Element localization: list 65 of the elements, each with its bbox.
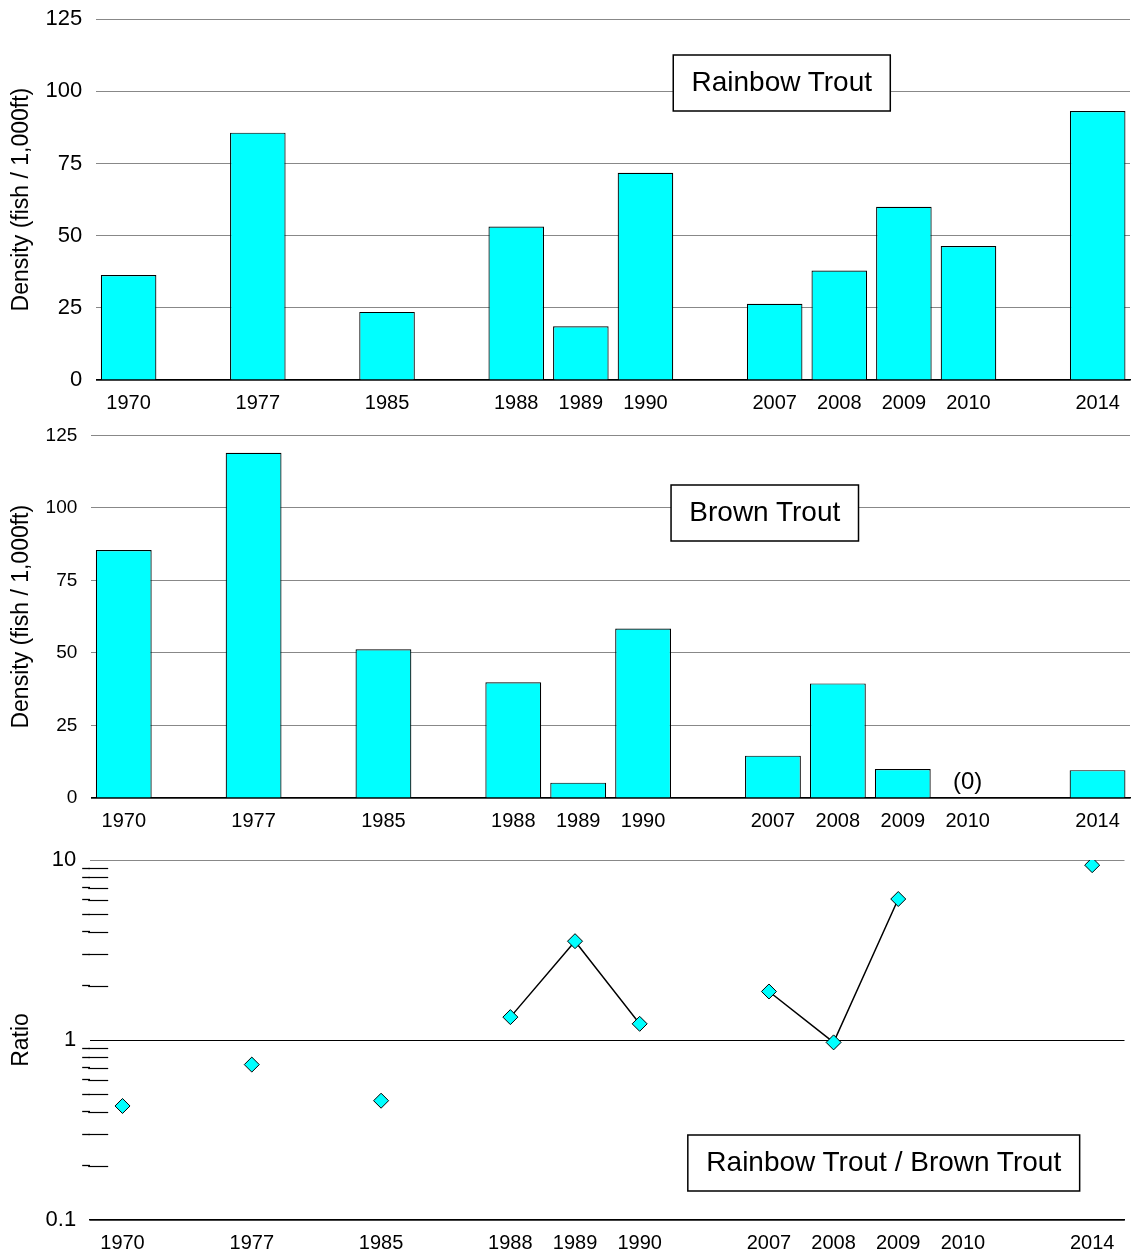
x-tick-label: 1990	[623, 390, 668, 413]
x-tick-label: 2010	[946, 390, 991, 413]
x-tick-label: 1977	[229, 1230, 275, 1253]
point	[243, 1056, 260, 1073]
y-tick-label: 100	[45, 77, 83, 103]
y-tick-label: 0.1	[45, 1206, 77, 1232]
x-tick-label: 1988	[491, 808, 536, 831]
x-tick-label: 2008	[811, 1230, 856, 1253]
x-tick-label: 2014	[1069, 1230, 1115, 1253]
x-tick-label: 2010	[940, 1230, 986, 1253]
x-tick-label: 2014	[1075, 808, 1120, 831]
x-tick-label: 1988	[493, 390, 539, 413]
y-axis-title: Ratio	[7, 1013, 34, 1067]
x-tick-label: 1990	[617, 1230, 662, 1253]
y-tick-label: 125	[45, 423, 78, 445]
x-tick-label: 2008	[817, 390, 862, 413]
x-tick-label: 1989	[552, 1230, 598, 1253]
x-tick-label: 2010	[945, 808, 990, 831]
text: Rainbow Trout / Brown Trout	[706, 1145, 1062, 1177]
x-tick-label: 2009	[880, 808, 926, 831]
y-tick-label: 75	[56, 568, 78, 590]
x-tick-label: 1977	[231, 808, 276, 831]
y-tick-label: 0	[66, 786, 78, 808]
x-tick-label: 1989	[555, 808, 601, 831]
annotation: (0)	[953, 766, 983, 794]
y-tick-label: 75	[57, 149, 83, 175]
point	[631, 1015, 648, 1032]
point	[890, 891, 907, 908]
text: Rainbow Trout	[691, 65, 873, 97]
y-tick-label: 50	[56, 641, 78, 663]
x-tick-label: 1985	[361, 808, 406, 831]
x-tick-label: 2007	[750, 808, 796, 831]
x-tick-label: 2009	[875, 1230, 921, 1253]
x-tick-label: 2008	[815, 808, 861, 831]
x-tick-label: 2014	[1075, 390, 1120, 413]
y-tick-label: 0	[70, 366, 83, 392]
y-axis-title: Density (fish / 1,000ft)	[7, 504, 34, 729]
x-tick-label: 1985	[364, 390, 410, 413]
x-tick-label: 2009	[881, 390, 927, 413]
y-tick-label: 1	[63, 1026, 77, 1052]
x-tick-label: 1985	[358, 1230, 404, 1253]
point	[114, 1097, 131, 1114]
point	[502, 1009, 519, 1026]
x-tick-label: 2007	[746, 1230, 792, 1253]
y-axis-title: Density (fish / 1,000ft)	[7, 87, 34, 312]
point	[373, 1092, 390, 1109]
x-tick-label: 1970	[101, 808, 147, 831]
y-tick-label: 25	[56, 713, 78, 735]
point	[760, 983, 777, 1000]
point	[825, 1034, 842, 1051]
x-tick-label: 1990	[620, 808, 666, 831]
x-tick-label: 1989	[558, 390, 604, 413]
point	[567, 933, 584, 950]
text: Brown Trout	[689, 495, 841, 527]
y-tick-label: 125	[45, 5, 83, 31]
point	[1084, 860, 1101, 874]
y-tick-label: 100	[45, 496, 78, 518]
x-tick-label: 1970	[100, 1230, 145, 1253]
x-tick-label: 2007	[752, 390, 797, 413]
x-tick-label: 1970	[106, 390, 151, 413]
x-tick-label: 1988	[488, 1230, 533, 1253]
x-tick-label: 1977	[235, 390, 281, 413]
y-tick-label: 25	[57, 293, 83, 319]
y-tick-label: 50	[57, 221, 83, 247]
y-tick-label: 10	[51, 846, 77, 872]
